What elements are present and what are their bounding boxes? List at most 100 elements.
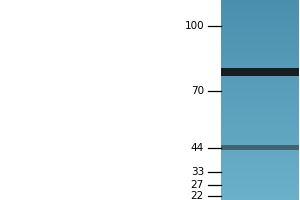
Bar	[220, 15, 298, 16]
Bar	[220, 150, 298, 151]
Bar	[220, 8, 298, 9]
Bar	[220, 98, 298, 99]
Bar	[220, 149, 298, 150]
Bar	[220, 85, 298, 86]
Bar	[220, 121, 298, 122]
Bar	[220, 116, 298, 117]
Bar	[220, 135, 298, 136]
Bar	[220, 177, 298, 178]
Bar	[220, 46, 298, 47]
Bar	[220, 160, 298, 161]
Bar	[220, 51, 298, 52]
Bar	[220, 59, 298, 60]
Bar	[220, 144, 298, 145]
Bar	[220, 166, 298, 167]
Bar	[220, 9, 298, 10]
Bar	[220, 143, 298, 144]
Bar	[220, 199, 298, 200]
Bar	[220, 156, 298, 157]
Bar	[220, 4, 298, 5]
Bar	[220, 117, 298, 118]
Bar	[220, 35, 298, 36]
Bar	[220, 95, 298, 96]
Bar	[220, 48, 298, 49]
Bar	[220, 88, 298, 89]
Bar	[220, 83, 298, 84]
Bar	[220, 171, 298, 172]
Bar	[220, 81, 298, 82]
Bar	[220, 67, 298, 68]
Bar	[220, 118, 298, 119]
Bar	[220, 138, 298, 139]
Bar	[220, 184, 298, 185]
Bar	[220, 108, 298, 109]
Bar	[220, 50, 298, 51]
Bar	[220, 45, 298, 46]
Bar	[220, 28, 298, 29]
Bar	[220, 123, 298, 124]
Bar	[220, 152, 298, 153]
Bar	[220, 11, 298, 12]
Bar	[220, 111, 298, 112]
Bar	[220, 130, 298, 131]
Bar	[220, 62, 298, 63]
Bar	[220, 47, 298, 48]
Bar	[220, 133, 298, 134]
Bar	[220, 153, 298, 154]
Bar	[220, 191, 298, 192]
Bar	[220, 99, 298, 100]
Bar	[220, 5, 298, 6]
Bar	[220, 194, 298, 195]
Bar	[220, 1, 298, 2]
Text: 22: 22	[191, 191, 204, 200]
Bar	[220, 113, 298, 114]
Bar	[220, 91, 298, 92]
Bar	[220, 80, 298, 81]
Bar	[220, 181, 298, 182]
Bar	[220, 72, 298, 73]
Bar	[220, 196, 298, 197]
Bar	[220, 16, 298, 17]
Bar	[220, 109, 298, 110]
Bar	[220, 186, 298, 187]
Bar	[220, 106, 298, 107]
Bar	[220, 12, 298, 13]
Bar	[220, 44, 298, 45]
Bar	[220, 69, 298, 70]
Bar	[220, 29, 298, 30]
Bar	[220, 7, 298, 8]
Bar	[220, 193, 298, 194]
Bar	[220, 192, 298, 193]
Bar	[220, 163, 298, 164]
Bar	[220, 75, 298, 76]
Bar	[220, 27, 298, 28]
Bar	[220, 25, 298, 26]
Bar	[220, 65, 298, 66]
Bar	[220, 173, 298, 174]
Bar	[220, 158, 298, 159]
Bar	[220, 60, 298, 61]
Bar	[220, 3, 298, 4]
Bar	[220, 42, 298, 43]
Bar	[220, 53, 298, 54]
Bar	[220, 34, 298, 35]
Bar	[220, 97, 298, 98]
Bar	[220, 182, 298, 183]
Bar	[220, 140, 298, 141]
Bar	[220, 20, 298, 21]
Bar	[220, 55, 298, 56]
Bar	[220, 37, 298, 38]
Bar	[220, 38, 298, 39]
Bar	[220, 26, 298, 27]
Bar	[220, 102, 298, 103]
Bar	[220, 178, 298, 179]
Bar	[220, 167, 298, 168]
Bar	[220, 18, 298, 19]
Bar	[220, 30, 298, 31]
Bar	[220, 174, 298, 175]
Bar	[220, 195, 298, 196]
Bar	[220, 145, 298, 146]
Bar	[220, 175, 298, 176]
Text: 70: 70	[191, 86, 204, 96]
Text: 27: 27	[191, 180, 204, 190]
